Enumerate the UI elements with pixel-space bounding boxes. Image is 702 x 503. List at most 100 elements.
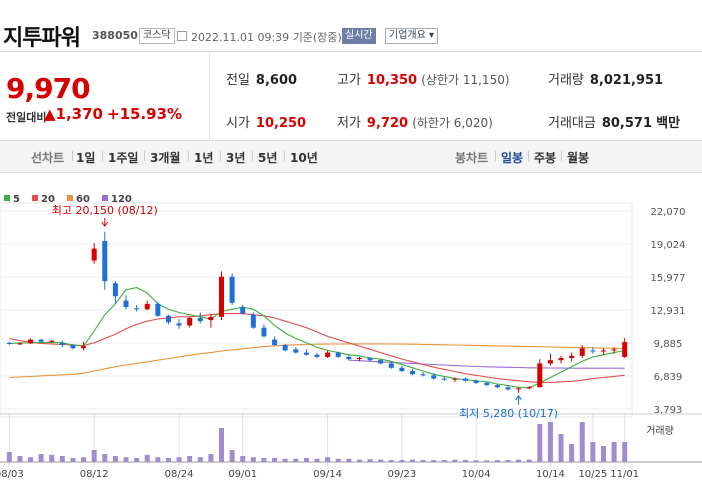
volume-bar [70,458,76,462]
volume-bar [28,457,34,462]
quote-prev: 전일 8,600 [226,73,298,88]
tab-weekly[interactable]: 주봉 [534,151,557,165]
tab-line-chart[interactable]: 선차트 [31,151,65,165]
tab-monthly[interactable]: 월봉 [567,151,590,165]
volume-bar [569,444,575,462]
candle-body [547,360,553,364]
divider [528,151,529,161]
low-annotation: 최저 5,280 (10/17) [459,407,558,420]
volume-bar [176,457,182,462]
candle-body [229,276,235,303]
divider [284,151,285,161]
tab-1day[interactable]: 1일 [76,151,96,165]
volume-bar [81,457,87,462]
legend-label: 5 [13,194,20,205]
candle-body [28,339,34,344]
quote-volume: 거래량 8,021,951 [548,73,664,88]
ma5-line [9,287,625,389]
x-tick-label: 08/03 [0,469,24,480]
volume-bar [505,460,511,462]
volume-bar [187,456,193,462]
volume-bar [441,460,447,462]
stock-name: 지투파워 [3,26,81,51]
candle-body [208,316,214,321]
volume-bar [611,442,617,462]
quote-datetime: 2022.11.01 09:39 기준(장중) [191,31,342,44]
candle-body [335,352,341,357]
candle-body [452,378,458,380]
divider [102,151,103,161]
volume-bar [484,460,490,462]
tab-10year[interactable]: 10년 [290,151,318,165]
volume-bar [240,456,246,462]
change-percent: +15.93% [107,105,183,123]
volume-bar [250,457,256,462]
legend-swatch [4,195,10,201]
tab-1week[interactable]: 1주일 [108,151,139,165]
tab-candle-chart[interactable]: 봉차트 [455,151,489,165]
candle-body [49,340,55,342]
candle-body [600,350,606,352]
volume-bar [547,422,553,462]
volume-bar [388,460,394,462]
volume-bar [165,458,171,462]
legend-label: 20 [41,194,55,205]
candle-body [505,387,511,390]
volume-bar [590,442,596,462]
candlestick-chart[interactable]: 22,070 19,024 15,977 12,931 9,885 6,839 3,793 5… [0,180,702,503]
volume-bar [399,460,405,462]
tab-3month[interactable]: 3개월 [150,151,181,165]
candle-body [325,352,331,357]
candle-body [81,346,87,349]
candle-body [282,345,288,351]
candle-body [38,339,44,342]
y-tick-label: 3,793 [654,405,683,416]
legend-label: 120 [111,194,132,205]
x-tick-label: 11/01 [610,469,639,480]
quote-low: 저가 9,720 (하한가 6,020) [337,116,493,131]
x-tick-label: 10/14 [536,469,565,480]
legend-label: 60 [76,194,90,205]
ma20-line [9,313,625,383]
tab-5year[interactable]: 5년 [258,151,278,165]
candle-body [431,375,437,379]
change-value: ▲1,370 [44,105,103,123]
candle-body [123,300,129,308]
volume-bar [38,454,44,462]
tab-daily[interactable]: 일봉 [501,151,524,165]
volume-bar [134,458,140,462]
market-badge: 코스닥 [139,28,175,44]
candle-body [134,308,140,310]
volume-bar [579,422,585,462]
candle-body [219,276,225,317]
candle-body [420,374,426,376]
current-price: 9,970 [6,72,91,105]
candle-body [569,355,575,359]
y-tick-label: 22,070 [651,207,686,218]
candle-body [197,317,203,322]
candle-body [494,385,500,388]
y-tick-label: 12,931 [651,306,686,317]
legend-swatch [102,195,108,201]
tab-3year[interactable]: 3년 [226,151,246,165]
candle-body [367,358,373,361]
candle-body [346,356,352,360]
candle-body [516,388,522,390]
quote-high: 고가 10,350 (상한가 11,150) [337,73,510,88]
volume-bar [49,454,55,462]
volume-bar [452,459,458,462]
volume-bar [91,450,97,462]
candle-body [537,363,543,388]
volume-bar [473,460,479,462]
volume-bar [537,424,543,462]
volume-bar [378,459,384,462]
company-overview-dropdown[interactable]: 기업개요 ▾ [385,28,438,44]
volume-bar [463,460,469,462]
tab-1year[interactable]: 1년 [194,151,214,165]
candle-body [399,367,405,372]
candle-body [388,363,394,368]
quote-open: 시가 10,250 [226,116,307,131]
legend-swatch [67,195,73,201]
volume-bar [431,460,437,462]
realtime-button[interactable]: 실시간 [342,28,376,44]
